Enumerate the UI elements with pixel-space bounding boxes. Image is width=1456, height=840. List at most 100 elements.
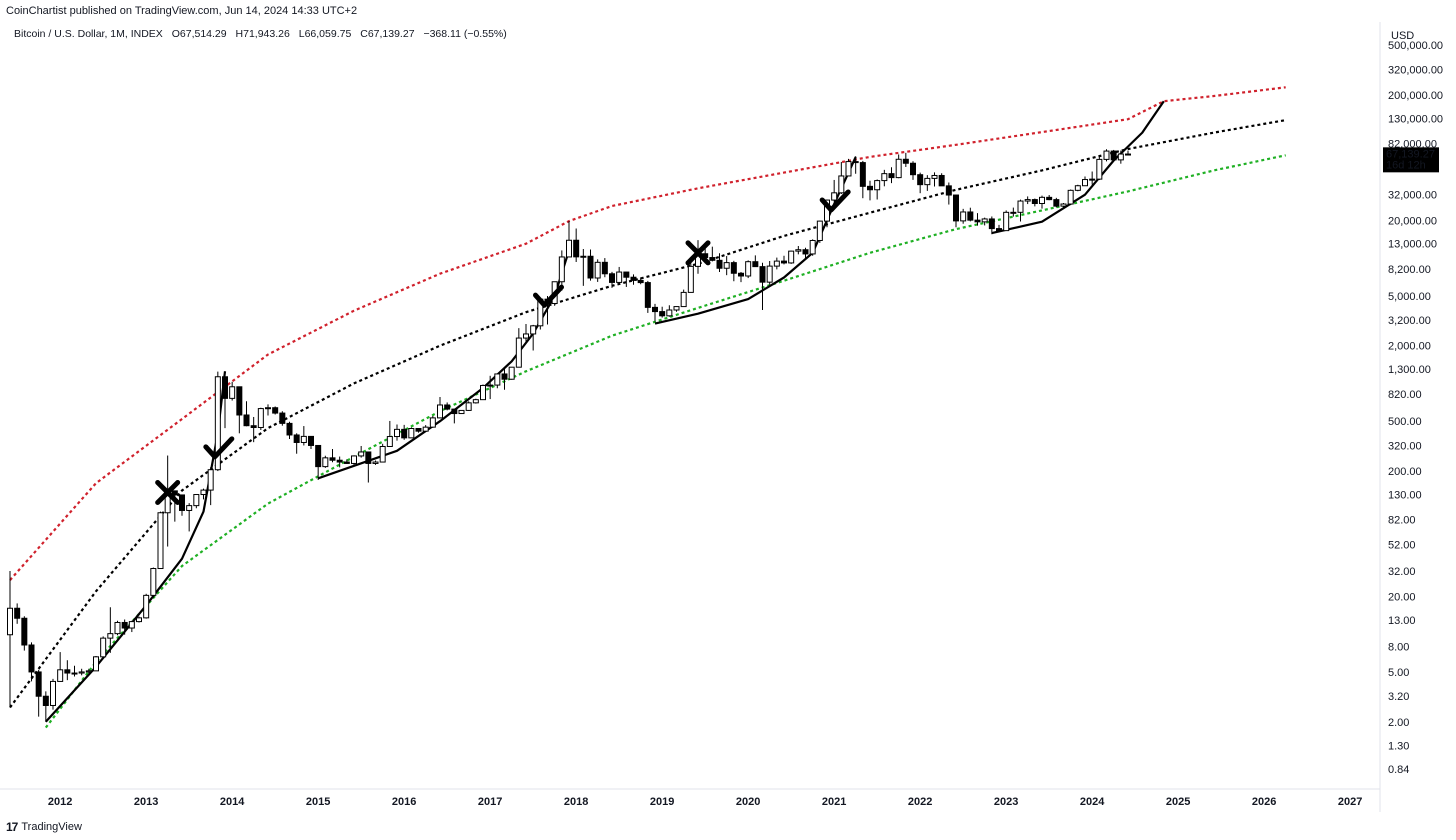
- time-tick-label: 2023: [994, 796, 1018, 808]
- candle: [659, 306, 666, 318]
- candle: [558, 250, 565, 291]
- candle: [1103, 149, 1110, 162]
- candle: [938, 173, 945, 187]
- candle: [265, 404, 271, 416]
- candle: [988, 216, 995, 235]
- candle: [730, 260, 737, 282]
- candle: [322, 455, 329, 468]
- ohlc-close: C67,139.27: [360, 28, 415, 40]
- price-axis[interactable]: 500,000.00 320,000.00 200,000.00 130,000.00…: [1388, 40, 1443, 776]
- candle: [415, 427, 422, 433]
- candle: [1117, 150, 1124, 164]
- candle: [121, 619, 128, 635]
- candle: [422, 425, 429, 432]
- candle: [816, 220, 823, 243]
- symbol-name[interactable]: Bitcoin / U.S. Dollar, 1M, INDEX: [14, 28, 163, 40]
- price-tick-label: 130,000.00: [1388, 113, 1443, 125]
- candle: [1125, 150, 1131, 156]
- last-price-label: 67,139.27: [1386, 148, 1435, 160]
- candle: [458, 409, 465, 415]
- candle: [200, 488, 207, 500]
- candle: [673, 306, 680, 312]
- currency-label[interactable]: USD: [1391, 30, 1414, 42]
- candle: [386, 420, 393, 447]
- candle: [100, 636, 107, 658]
- price-tick-label: 8,200.00: [1388, 264, 1431, 276]
- candle: [257, 407, 264, 431]
- candle: [243, 401, 250, 427]
- candle: [945, 182, 952, 205]
- publisher-header: CoinChartist published on TradingView.co…: [6, 5, 358, 17]
- candle: [286, 421, 293, 440]
- price-tick-label: 320,000.00: [1388, 64, 1443, 76]
- candle: [7, 571, 13, 708]
- price-tick-label: 500.00: [1388, 416, 1422, 428]
- candle: [93, 655, 99, 672]
- candle: [845, 158, 852, 177]
- candle: [874, 179, 881, 200]
- candle: [594, 259, 601, 282]
- price-tick-label: 820.00: [1388, 389, 1422, 401]
- time-tick-label: 2015: [306, 796, 330, 808]
- candle: [343, 459, 350, 464]
- price-tick-label: 2.00: [1388, 717, 1409, 729]
- band-line-1: [9, 119, 1286, 709]
- price-tick-label: 32,000.00: [1388, 190, 1437, 202]
- candle: [451, 408, 458, 424]
- candle: [523, 323, 529, 343]
- candle: [580, 249, 587, 286]
- candle: [1089, 171, 1096, 185]
- candle: [236, 386, 243, 434]
- price-tick-label: 5.00: [1388, 667, 1409, 679]
- time-tick-label: 2024: [1080, 796, 1105, 808]
- check-mark-icon: [203, 436, 235, 460]
- cycle-curve-1: [317, 250, 571, 480]
- time-tick-label: 2025: [1166, 796, 1190, 808]
- price-tick-label: 5,000.00: [1388, 291, 1431, 303]
- time-axis[interactable]: 2012 2013 2014 2015 2016 2017 2018 2019 2020 2021…: [48, 796, 1362, 808]
- time-tick-label: 2017: [478, 796, 502, 808]
- candle: [917, 172, 924, 194]
- candle: [1039, 195, 1045, 209]
- price-tick-label: 13,000.00: [1388, 239, 1437, 251]
- candle: [1024, 196, 1031, 205]
- candle: [1003, 210, 1010, 232]
- candle: [981, 217, 988, 226]
- candle: [788, 250, 795, 264]
- candle: [315, 444, 322, 480]
- candle: [587, 249, 594, 281]
- price-tick-label: 1,300.00: [1388, 364, 1431, 376]
- candle: [881, 169, 888, 187]
- candle: [21, 616, 28, 651]
- tradingview-logo-text: TradingView: [21, 821, 82, 833]
- price-tick-label: 0.84: [1388, 764, 1409, 776]
- candle: [179, 494, 185, 516]
- candle: [250, 416, 257, 443]
- candle: [501, 369, 508, 390]
- candle: [616, 266, 623, 285]
- ohlc-change: −368.11 (−0.55%): [423, 28, 507, 40]
- candle: [723, 256, 730, 276]
- candle: [193, 494, 200, 509]
- candle: [279, 411, 286, 426]
- candle: [437, 396, 443, 419]
- candle: [867, 180, 873, 201]
- candle: [716, 253, 723, 273]
- candle: [666, 305, 673, 317]
- candle: [601, 258, 608, 278]
- time-tick-label: 2022: [908, 796, 932, 808]
- candle: [831, 179, 838, 202]
- candle: [293, 433, 300, 454]
- candle: [222, 375, 228, 429]
- candle: [35, 669, 42, 717]
- candle: [838, 161, 845, 195]
- candle: [895, 154, 902, 179]
- candle: [401, 424, 408, 440]
- candle: [802, 247, 809, 259]
- candle: [408, 427, 415, 439]
- candle: [809, 239, 816, 256]
- tradingview-footer: 17 TradingView: [6, 820, 82, 834]
- candle: [1082, 176, 1088, 187]
- candle: [365, 451, 372, 483]
